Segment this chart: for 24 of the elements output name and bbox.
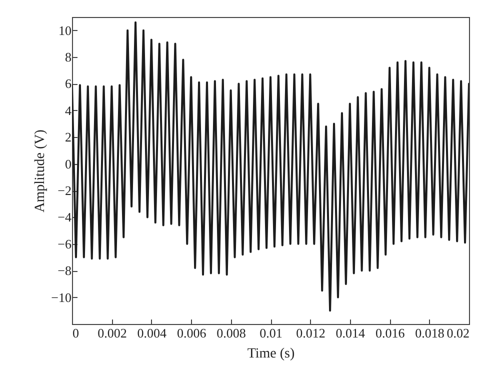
y-tick-label: 10 [58,22,72,38]
x-tick-label: 0.01 [260,326,282,340]
y-tick-label: −6 [58,236,72,252]
x-tick-label: 0.02 [446,326,470,340]
x-tick-label: 0.018 [415,326,444,340]
x-axis-title: Time (s) [247,346,295,362]
y-tick-label: 0 [65,156,72,172]
y-tick-label: 8 [65,50,72,65]
y-tick-label: −2 [58,183,72,198]
y-tick-label: 2 [65,130,72,145]
x-tick-label: 0.002 [98,326,127,340]
y-tick-label: −4 [58,210,72,225]
y-tick-label: 4 [65,102,72,118]
y-tick-label: 6 [65,76,72,92]
line-series [72,21,469,312]
x-tick-label: 0.004 [137,326,168,340]
x-tick-label: 0.008 [216,326,246,340]
x-tick-label: 0.006 [176,326,207,340]
x-tick-label: 0.012 [296,326,326,340]
y-axis-title: Amplitude (V) [33,129,48,212]
y-tick-label: −10 [51,290,72,305]
x-tick-label: 0.016 [375,326,406,340]
y-tick-label: −8 [58,263,72,278]
x-tick-label: 0.014 [336,326,366,340]
